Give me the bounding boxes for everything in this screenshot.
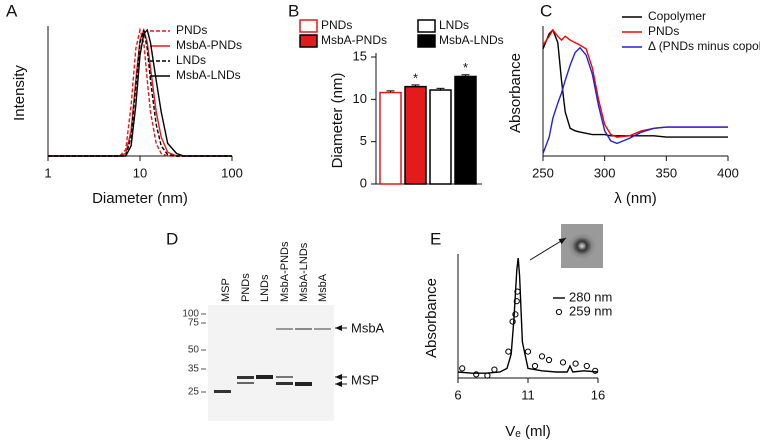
ladder-label: 100	[182, 309, 199, 320]
y-tick-label: 5	[360, 133, 367, 148]
panel-label: A	[6, 1, 18, 20]
legend-label: PNDs	[321, 18, 352, 32]
data-point	[491, 366, 498, 373]
bar	[379, 91, 402, 185]
legend-swatch	[299, 19, 318, 33]
legend-label: LNDs	[176, 53, 206, 67]
lane-label: MsbA-LNDs	[298, 242, 310, 302]
y-axis-label: Diameter (nm)	[329, 73, 346, 169]
legend-label: MsbA-PNDs	[176, 38, 242, 52]
data-point	[459, 365, 466, 372]
ladder-label: 25	[188, 387, 200, 398]
legend-label: PNDs	[176, 23, 207, 37]
legend-marker	[555, 308, 563, 316]
data-point	[559, 359, 567, 366]
x-tick-label: 250	[532, 165, 554, 180]
legend-label: 259 nm	[569, 303, 612, 318]
data-point	[509, 318, 516, 325]
x-tick-label: 10	[133, 165, 147, 180]
data-point	[524, 348, 532, 355]
data-point	[512, 311, 519, 318]
lane-label: PNDs	[240, 273, 252, 302]
series-line	[457, 257, 599, 374]
legend-label: Copolymer	[648, 9, 706, 23]
ladder-label: 75	[188, 318, 200, 329]
legend-swatch	[299, 34, 318, 48]
data-point	[538, 353, 546, 360]
data-point	[583, 362, 590, 370]
x-tick-label: 300	[594, 165, 616, 180]
data-point	[484, 372, 491, 379]
y-axis-label: Absorbance	[423, 278, 440, 358]
y-tick-label: 0	[360, 175, 367, 190]
y-axis-label: Intensity	[11, 65, 28, 121]
series-line	[542, 28, 728, 138]
data-point	[505, 348, 512, 355]
lane-label: MSP	[220, 278, 232, 302]
legend-label: MsbA-LNDs	[439, 33, 504, 47]
gel-panel: D MSP PNDs LNDs MsbA-PNDs MsbA-LNDs MsbA…	[166, 229, 385, 421]
panel-label: C	[540, 1, 552, 20]
data-point	[514, 288, 521, 295]
y-tick-label: 10	[353, 91, 367, 106]
x-tick-label: 1	[44, 165, 51, 180]
series-line	[542, 46, 728, 154]
data-point	[473, 371, 480, 378]
data-point	[531, 362, 539, 370]
x-tick-label: 16	[591, 387, 605, 402]
legend-label: MsbA-LNDs	[176, 68, 241, 82]
bar	[404, 85, 427, 185]
ladder-label: 35	[188, 364, 200, 375]
bar	[429, 89, 452, 185]
x-axis-label: λ (nm)	[614, 190, 657, 207]
y-tick-label: 15	[353, 48, 367, 63]
band-label: MSP	[351, 372, 379, 387]
x-tick-label: 100	[221, 165, 243, 180]
data-point	[545, 356, 553, 364]
y-axis-label: Absorbance	[507, 53, 524, 133]
lane-label: MsbA-PNDs	[279, 241, 291, 302]
lane-label: LNDs	[259, 274, 271, 302]
data-point	[592, 367, 599, 374]
lane-label: MsbA	[317, 273, 329, 302]
x-axis-label: Diameter (nm)	[92, 190, 188, 207]
data-point	[513, 298, 520, 305]
x-tick-label: 350	[655, 165, 677, 180]
x-tick-label: 11	[521, 387, 535, 402]
gel-image	[208, 305, 334, 421]
legend-label: Δ (PNDs minus copolymer)	[648, 39, 760, 53]
x-tick-label: 6	[454, 387, 461, 402]
significance-mark: *	[413, 70, 418, 85]
legend-label: MsbA-PNDs	[321, 33, 387, 47]
band-label: MsbA	[351, 320, 385, 335]
significance-mark: *	[463, 60, 468, 75]
ladder-ticks	[201, 313, 206, 393]
legend-label: PNDs	[648, 24, 679, 38]
inset-image	[529, 224, 603, 268]
panel-label: E	[430, 229, 441, 248]
x-tick-label: 400	[717, 165, 739, 180]
ladder-label: 50	[188, 345, 200, 356]
legend-label: 280 nm	[569, 289, 612, 304]
legend-swatch	[417, 19, 436, 33]
panel-label: B	[288, 1, 299, 20]
x-axis-label: Vₑ (ml)	[505, 423, 551, 440]
panel-label: D	[166, 229, 178, 248]
bar	[454, 75, 477, 185]
data-point	[572, 360, 579, 367]
legend-label: LNDs	[439, 18, 469, 32]
legend-swatch	[417, 34, 436, 48]
series-line	[48, 28, 232, 157]
gel-bands	[214, 328, 331, 393]
